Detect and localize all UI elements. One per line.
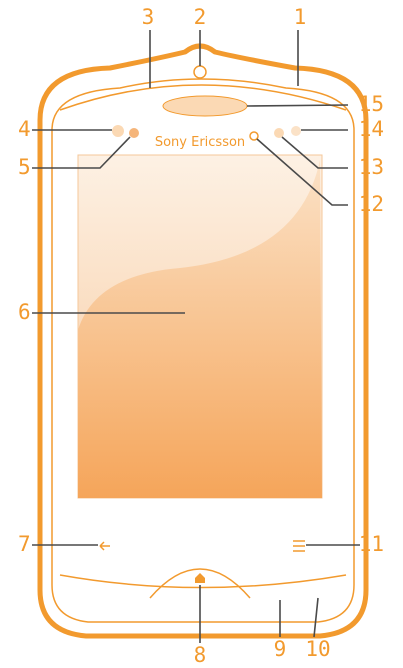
- callout-number: 6: [18, 300, 31, 324]
- callout-number: 2: [194, 5, 207, 29]
- callout-number: 12: [359, 192, 384, 216]
- leader-line: [281, 136, 348, 169]
- callout-number: 3: [142, 5, 155, 29]
- leader-line: [246, 104, 349, 107]
- callout-number: 1: [294, 5, 307, 29]
- phone-body: Sony Ericsson: [37, 43, 369, 639]
- callout-number: 15: [359, 92, 384, 116]
- leader-line: [32, 136, 131, 169]
- callout-number: 5: [18, 155, 31, 179]
- callout-number: 10: [305, 637, 330, 661]
- callout-number: 14: [359, 117, 384, 141]
- callout-number: 8: [194, 643, 207, 667]
- leader-line: [313, 597, 319, 638]
- callout-number: 11: [359, 532, 384, 556]
- callout-number: 9: [274, 637, 287, 661]
- callout-number: 7: [18, 532, 31, 556]
- callout-number: 4: [18, 117, 31, 141]
- brand-logo: Sony Ericsson: [155, 135, 245, 150]
- callout-number: 13: [359, 155, 384, 179]
- leader-line: [256, 138, 348, 206]
